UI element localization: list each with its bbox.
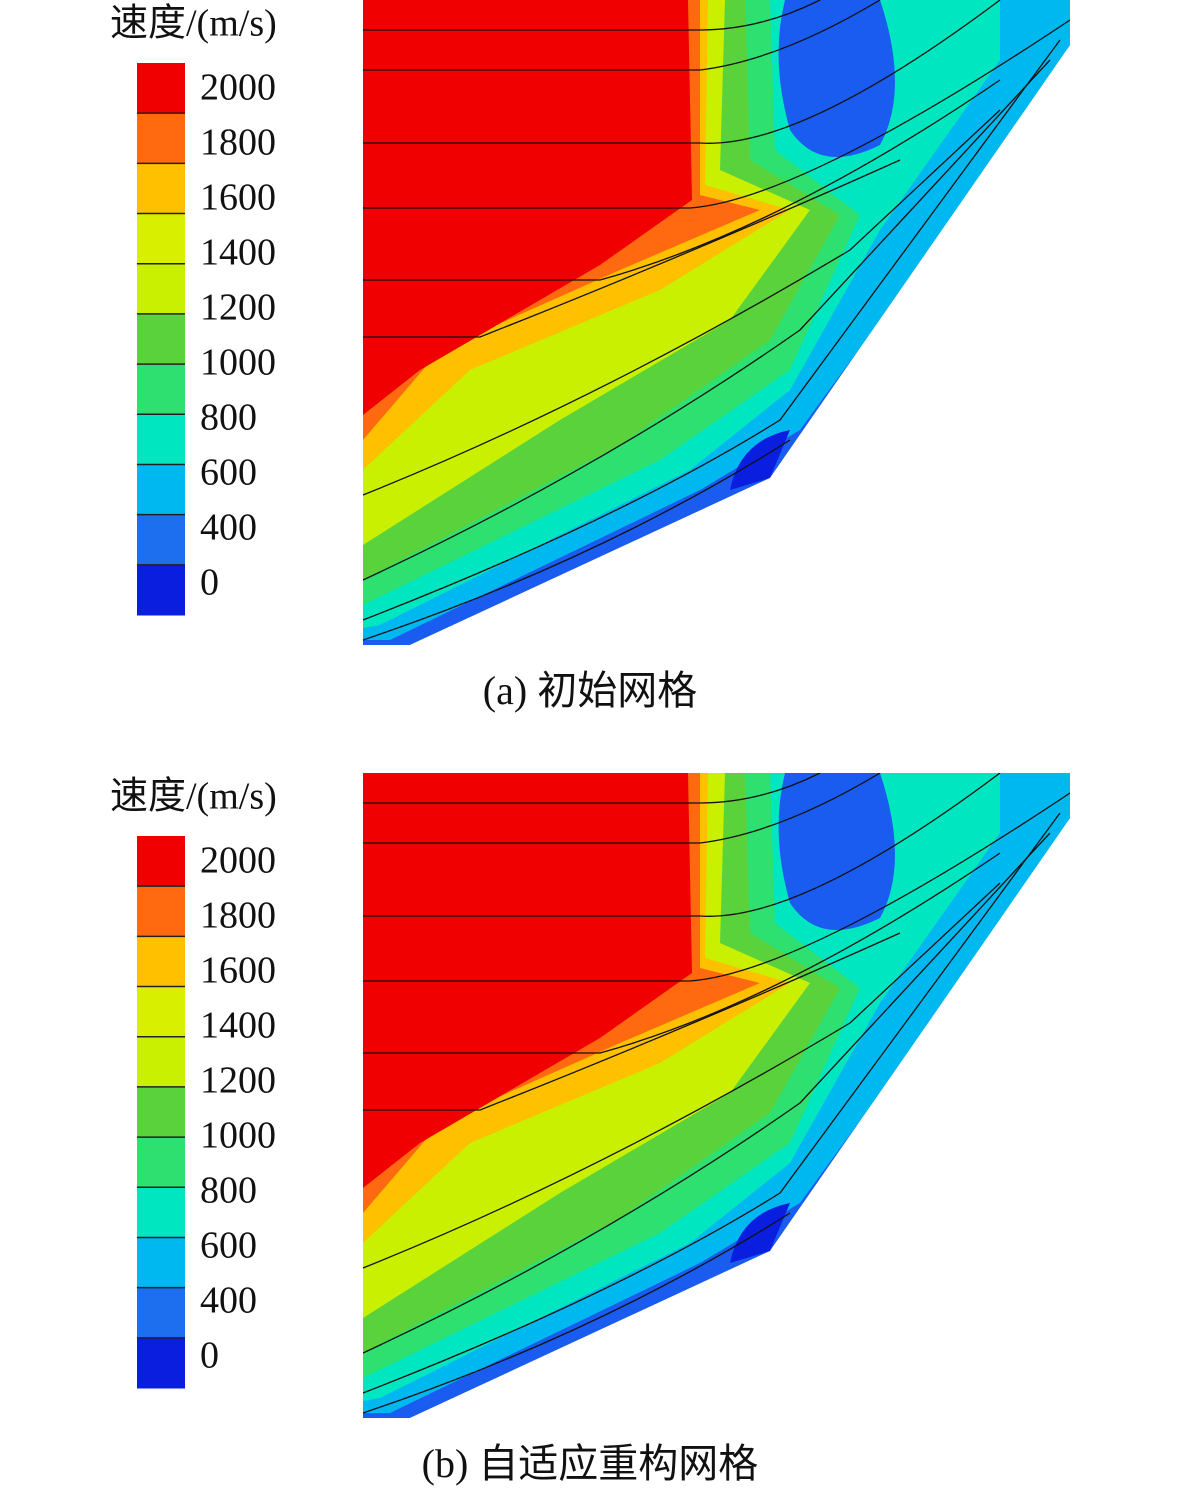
legend-label: 400: [200, 1280, 257, 1322]
legend-band: [137, 464, 185, 516]
legend-label: 1400: [200, 1005, 276, 1047]
legend-label: 600: [200, 452, 257, 494]
legend-band: [137, 1337, 185, 1389]
legend-label: 2000: [200, 840, 276, 882]
legend-band: [137, 213, 185, 265]
legend-label: 1600: [200, 950, 276, 992]
legend-label: 800: [200, 397, 257, 439]
legend-band: [137, 1237, 185, 1289]
legend-label: 1600: [200, 177, 276, 219]
legend-label: 1000: [200, 1115, 276, 1157]
legend-band: [137, 514, 185, 566]
legend-band: [137, 564, 185, 616]
legend-band: [137, 1036, 185, 1088]
legend-band: [137, 63, 185, 114]
caption: (a) 初始网格: [483, 668, 697, 713]
legend-label: 1200: [200, 287, 276, 329]
legend-band: [137, 836, 185, 887]
legend-title: 速度/(m/s): [110, 3, 277, 45]
legend-band: [137, 1187, 185, 1238]
legend-band: [137, 263, 185, 315]
contour-plot: [363, 773, 1070, 1418]
legend-band: [137, 1086, 185, 1138]
legend-label: 1000: [200, 342, 276, 384]
legend-label: 0: [200, 562, 219, 604]
legend-label: 2000: [200, 67, 276, 109]
legend-label: 600: [200, 1225, 257, 1267]
legend-band: [137, 886, 185, 937]
legend-band: [137, 313, 185, 365]
legend-label: 1800: [200, 895, 276, 937]
legend-band: [137, 1137, 185, 1188]
legend-band: [137, 364, 185, 415]
legend-label: 1200: [200, 1060, 276, 1102]
caption: (b) 自适应重构网格: [422, 1441, 759, 1486]
legend-band: [137, 163, 185, 215]
legend-label: 400: [200, 507, 257, 549]
legend-label: 1400: [200, 232, 276, 274]
legend-label: 800: [200, 1170, 257, 1212]
contour-plot: [363, 0, 1070, 645]
legend-band: [137, 414, 185, 465]
legend-label: 1800: [200, 122, 276, 164]
legend-label: 0: [200, 1335, 219, 1377]
legend-band: [137, 936, 185, 988]
legend-band: [137, 113, 185, 164]
legend-band: [137, 1287, 185, 1339]
legend-title: 速度/(m/s): [110, 776, 277, 818]
legend-band: [137, 986, 185, 1038]
